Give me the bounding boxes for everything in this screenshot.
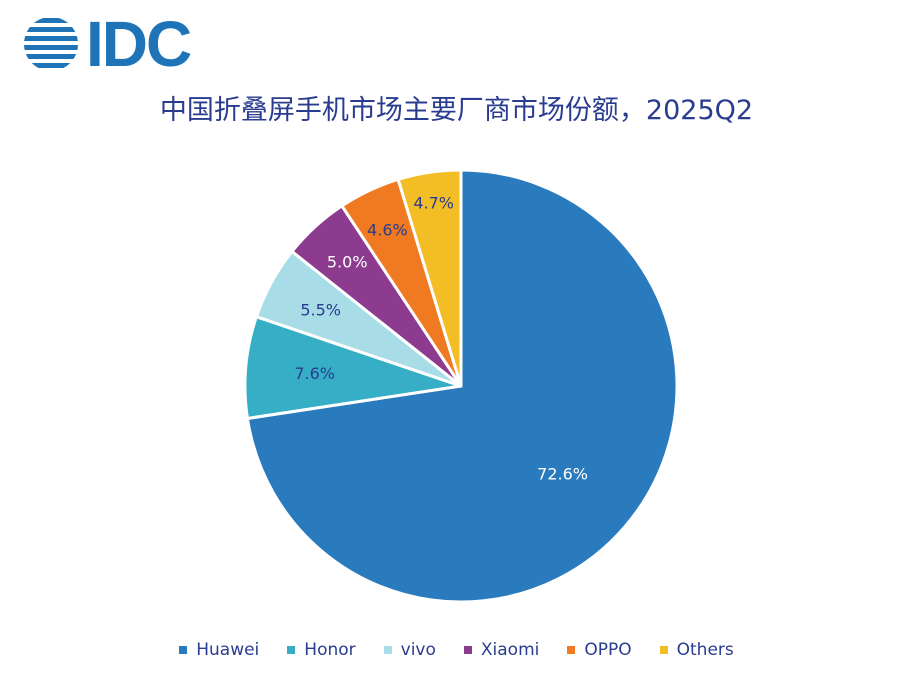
legend-swatch: [383, 646, 392, 654]
idc-logo: IDC: [22, 8, 192, 80]
legend-label: Huawei: [196, 640, 260, 660]
legend-item-xiaomi: Xiaomi: [463, 640, 540, 660]
logo-text: IDC: [86, 8, 192, 80]
legend-label: OPPO: [584, 640, 632, 660]
slice-label-honor: 7.6%: [294, 364, 335, 383]
legend-swatch: [463, 646, 472, 654]
chart-title: 中国折叠屏手机市场主要厂商市场份额，2025Q2: [159, 95, 754, 126]
legend-label: Xiaomi: [480, 640, 540, 660]
legend-swatch: [287, 646, 296, 654]
pie-slice-honor: [243, 314, 462, 421]
slice-label-others: 4.7%: [413, 193, 454, 212]
globe-icon: [24, 18, 78, 68]
chart-legend: Huawei Honor vivo Xiaomi OPPO Others: [0, 640, 913, 660]
slice-label-xiaomi: 5.0%: [327, 253, 368, 272]
slice-label-huawei: 72.6%: [537, 464, 588, 483]
legend-item-vivo: vivo: [383, 640, 436, 660]
legend-swatch: [659, 646, 668, 654]
legend-label: Others: [676, 640, 734, 660]
slice-label-vivo: 5.5%: [300, 300, 341, 319]
slice-label-oppo: 4.6%: [367, 221, 408, 240]
legend-label: vivo: [400, 640, 436, 660]
legend-swatch: [179, 646, 188, 654]
legend-item-others: Others: [659, 640, 734, 660]
legend-swatch: [567, 646, 576, 654]
pie-slice-others: [396, 168, 463, 387]
legend-item-oppo: OPPO: [567, 640, 632, 660]
legend-label: Honor: [304, 640, 356, 660]
legend-item-honor: Honor: [287, 640, 356, 660]
legend-item-huawei: Huawei: [179, 640, 259, 660]
